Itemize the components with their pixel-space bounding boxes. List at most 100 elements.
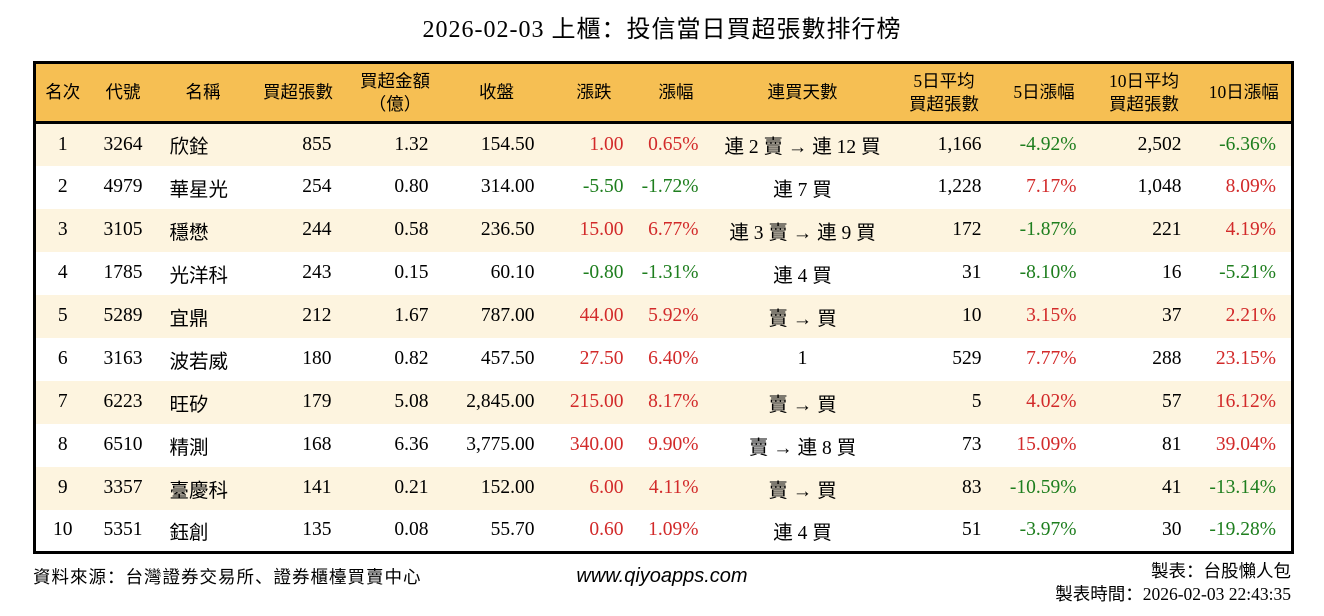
col-header-pct10: 10日漲幅: [1208, 82, 1279, 103]
maker-note: 製表：台股懶人包: [1151, 561, 1291, 581]
cell-pct5: 3.15%: [1026, 305, 1077, 326]
cell-streak: 賣 → 連 8 買: [748, 437, 857, 459]
cell-net-buy-amount: 5.08: [394, 391, 429, 412]
cell-net-buy-vol: 135: [302, 519, 332, 541]
cell-avg5: 529: [952, 348, 982, 369]
cell-avg10: 57: [1162, 391, 1182, 412]
cell-avg10: 41: [1162, 477, 1182, 498]
cell-pct5: 15.09%: [1016, 434, 1077, 455]
cell-rank: 5: [57, 305, 68, 326]
cell-avg5: 1,166: [937, 133, 982, 155]
cell-net-buy-amount: 0.08: [394, 519, 429, 541]
cell-pct10: 23.15%: [1215, 348, 1276, 369]
cell-pct10: -5.21%: [1219, 262, 1276, 283]
cell-net-buy-amount: 0.82: [394, 348, 429, 369]
cell-code: 1785: [103, 262, 143, 283]
cell-code: 6510: [103, 434, 143, 455]
cell-change: 0.60: [589, 519, 624, 541]
cell-close: 236.50: [480, 219, 535, 240]
cell-code: 3105: [103, 219, 143, 240]
cell-net-buy-amount: 0.80: [394, 176, 429, 197]
cell-net-buy-vol: 141: [302, 477, 332, 498]
cell-code: 3264: [103, 133, 143, 155]
cell-streak: 1: [797, 348, 808, 369]
col-header-avg5: 5日平均 買超張數: [909, 70, 979, 114]
cell-rank: 1: [57, 133, 68, 155]
footer: 資料來源：台灣證券交易所、證券櫃檯買賣中心 www.qiyoapps.com 製…: [33, 560, 1291, 616]
cell-avg5: 83: [962, 477, 982, 498]
cell-streak: 連 4 買: [773, 522, 832, 544]
cell-change-pct: 9.90%: [648, 434, 699, 455]
col-header-net-buy-vol: 買超張數: [263, 82, 333, 103]
cell-name: 華星光: [169, 179, 229, 201]
cell-net-buy-vol: 180: [302, 348, 332, 369]
cell-name: 精測: [169, 437, 209, 459]
cell-change: 44.00: [579, 305, 624, 326]
cell-change-pct: 5.92%: [648, 305, 699, 326]
cell-avg5: 73: [962, 434, 982, 455]
cell-avg5: 31: [962, 262, 982, 283]
cell-change-pct: 4.11%: [648, 477, 699, 498]
cell-net-buy-vol: 243: [302, 262, 332, 283]
col-header-streak: 連買天數: [767, 82, 838, 103]
col-header-change: 漲跌: [576, 82, 612, 103]
table-row: 2 4979 華星光 254 0.80 314.00 -5.50 -1.72% …: [34, 165, 1293, 209]
cell-change: 215.00: [569, 391, 624, 412]
cell-change-pct: 6.40%: [648, 348, 699, 369]
cell-net-buy-amount: 1.67: [394, 305, 429, 326]
cell-avg10: 221: [1152, 219, 1182, 240]
table-row: 4 1785 光洋科 243 0.15 60.10 -0.80 -1.31% 連…: [34, 251, 1293, 295]
cell-net-buy-vol: 168: [302, 434, 332, 455]
cell-rank: 2: [57, 176, 68, 197]
cell-close: 154.50: [480, 133, 535, 155]
cell-streak: 連 3 賣 → 連 9 買: [729, 222, 876, 244]
col-header-code: 代號: [105, 82, 141, 103]
cell-close: 314.00: [480, 176, 535, 197]
cell-close: 152.00: [480, 477, 535, 498]
cell-avg5: 5: [971, 391, 982, 412]
cell-rank: 10: [53, 519, 73, 541]
cell-change: 15.00: [579, 219, 624, 240]
cell-close: 60.10: [490, 262, 535, 283]
cell-change: -5.50: [582, 176, 624, 197]
col-header-close: 收盤: [479, 82, 514, 103]
cell-code: 3163: [103, 348, 143, 369]
cell-net-buy-vol: 254: [302, 176, 332, 197]
data-source-note: 資料來源：台灣證券交易所、證券櫃檯買賣中心: [33, 567, 422, 587]
table-row: 8 6510 精測 168 6.36 3,775.00 340.00 9.90%…: [34, 423, 1293, 467]
cell-name: 欣銓: [169, 137, 209, 159]
cell-rank: 8: [57, 434, 68, 455]
cell-rank: 4: [57, 262, 68, 283]
col-header-avg10: 10日平均 買超張數: [1109, 70, 1179, 114]
cell-avg10: 288: [1152, 348, 1182, 369]
cell-code: 6223: [103, 391, 143, 412]
cell-code: 5351: [103, 519, 143, 541]
cell-avg10: 1,048: [1137, 176, 1182, 197]
cell-name: 宜鼎: [169, 308, 209, 330]
cell-pct10: 4.19%: [1225, 219, 1276, 240]
cell-change-pct: 6.77%: [648, 219, 699, 240]
cell-code: 5289: [103, 305, 143, 326]
cell-streak: 賣 → 買: [768, 308, 837, 330]
cell-pct10: 16.12%: [1215, 391, 1276, 412]
cell-streak: 賣 → 買: [768, 480, 837, 502]
cell-streak: 連 2 賣 → 連 12 買: [724, 137, 881, 159]
cell-close: 787.00: [480, 305, 535, 326]
cell-change-pct: 8.17%: [648, 391, 699, 412]
cell-pct10: 8.09%: [1225, 176, 1276, 197]
cell-avg5: 51: [962, 519, 982, 541]
cell-net-buy-amount: 0.15: [394, 262, 429, 283]
ranking-table: 名次 代號 名稱 買超張數 買超金額 （億） 收盤 漲跌 漲幅 連買天數 5日平…: [33, 61, 1294, 554]
table-row: 10 5351 鈺創 135 0.08 55.70 0.60 1.09% 連 4…: [34, 509, 1293, 553]
cell-net-buy-amount: 0.21: [394, 477, 429, 498]
cell-avg10: 30: [1162, 519, 1182, 541]
col-header-name: 名稱: [185, 82, 221, 103]
cell-change-pct: 0.65%: [648, 133, 699, 155]
cell-rank: 9: [57, 477, 68, 498]
cell-rank: 3: [57, 219, 68, 240]
cell-rank: 7: [57, 391, 68, 412]
table-row: 7 6223 旺矽 179 5.08 2,845.00 215.00 8.17%…: [34, 380, 1293, 424]
cell-name: 光洋科: [169, 265, 229, 287]
cell-name: 穩懋: [169, 222, 209, 244]
cell-streak: 賣 → 買: [768, 394, 837, 416]
